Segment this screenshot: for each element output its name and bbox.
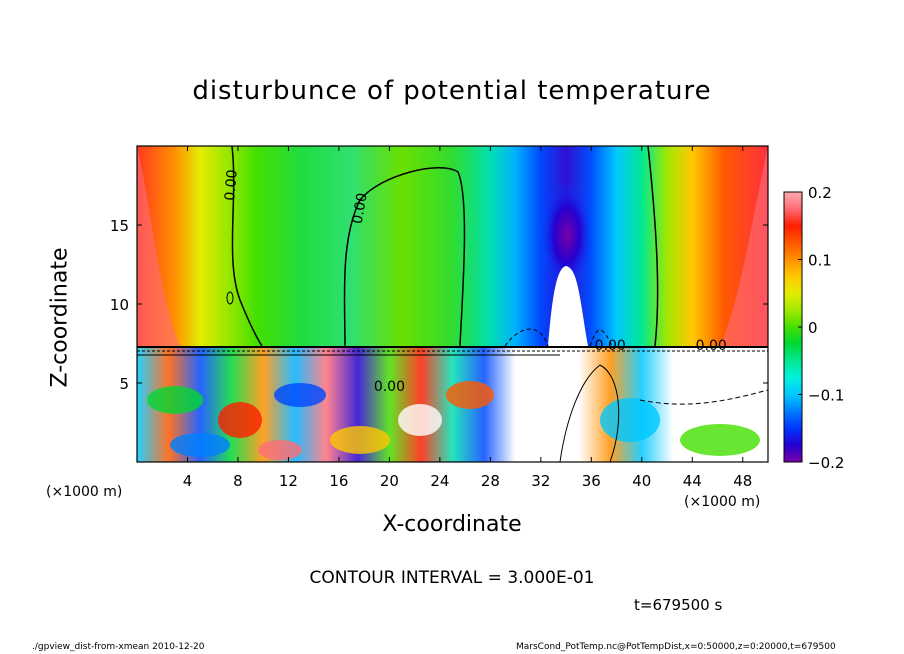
- x-tick-label: 44: [683, 472, 702, 490]
- x-tick-label: 36: [582, 472, 601, 490]
- x-tick-label: 48: [733, 472, 752, 490]
- y-tick-label: 5: [119, 375, 129, 393]
- chart-title: disturbunce of potential temperature: [192, 76, 712, 106]
- x-axis-ticks: 4 8 12 16 20 24 28 32 36 40 44 48: [183, 146, 752, 490]
- heatmap-field: [137, 146, 768, 462]
- colorbar-tick-label: 0.1: [808, 252, 832, 270]
- contour-label: 0.00: [696, 338, 727, 354]
- time-stamp: t=679500 s: [634, 596, 723, 614]
- x-tick-label: 4: [183, 472, 193, 490]
- contour-label-layer: 0.00 0.00 0.00 0.00 0.00: [222, 169, 727, 395]
- contour-label: 0.00: [222, 169, 241, 201]
- colorbar-tick-label: 0: [808, 319, 818, 337]
- x-tick-label: 16: [329, 472, 348, 490]
- x-tick-label: 24: [430, 472, 449, 490]
- y-tick-label: 10: [110, 296, 129, 314]
- x-tick-label: 8: [233, 472, 243, 490]
- colorbar-tick-label: −0.2: [808, 454, 844, 472]
- x-tick-label: 32: [531, 472, 550, 490]
- contour-label: 0.00: [350, 192, 371, 225]
- contour-label: 0.00: [374, 379, 405, 395]
- footer-left: ./gpview_dist-from-xmean 2010-12-20: [32, 642, 205, 652]
- contour-interval-text: CONTOUR INTERVAL = 3.000E-01: [309, 568, 595, 588]
- y-axis-label: Z-coordinate: [47, 247, 73, 388]
- x-axis-label: X-coordinate: [382, 512, 522, 537]
- footer-right: MarsCond_PotTemp.nc@PotTempDist,x=0:5000…: [516, 642, 836, 652]
- x-tick-label: 40: [632, 472, 651, 490]
- y-axis-ticks: 5 10 15: [110, 217, 768, 393]
- colorbar-tick-label: 0.2: [808, 184, 832, 202]
- colorbar-tick-label: −0.1: [808, 387, 844, 405]
- x-unit-label-right: (×1000 m): [684, 494, 761, 510]
- y-tick-label: 15: [110, 217, 129, 235]
- contour-label: 0.00: [595, 338, 626, 354]
- colorbar: 0.2 0.1 0 −0.1 −0.2: [783, 184, 844, 472]
- x-tick-label: 12: [279, 472, 298, 490]
- x-tick-label: 28: [481, 472, 500, 490]
- colorbar-ticks: 0.2 0.1 0 −0.1 −0.2: [798, 184, 844, 472]
- x-tick-label: 20: [380, 472, 399, 490]
- x-unit-label-left: (×1000 m): [46, 484, 123, 500]
